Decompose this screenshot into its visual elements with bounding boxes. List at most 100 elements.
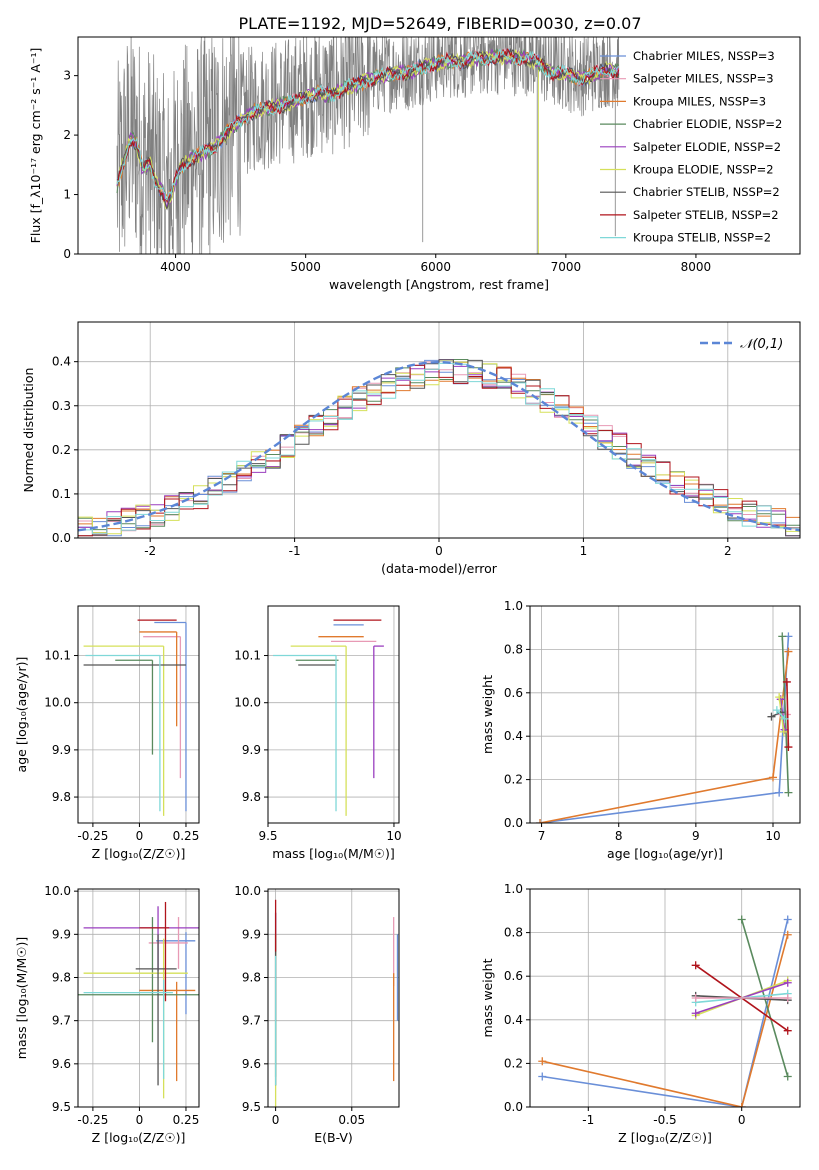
y-tick-label: 9.9: [242, 927, 261, 941]
x-tick-label: 0.25: [173, 1113, 200, 1127]
y-tick-label: 0.6: [504, 686, 523, 700]
legend-label: Salpeter ELODIE, NSSP=2: [633, 140, 781, 154]
y-tick-label: 9.6: [52, 1057, 71, 1071]
y-tick-label: 0.2: [504, 1056, 523, 1070]
age_vs_mass-plot-area: [273, 619, 384, 816]
x-tick-label: -2: [144, 544, 156, 558]
y-tick-label: 10.0: [44, 884, 71, 898]
residual-histogram: [78, 364, 800, 537]
y-tick-label: 9.9: [52, 743, 71, 757]
x-tick-label: 0.05: [338, 1113, 365, 1127]
x-tick-label: 1: [580, 544, 588, 558]
point-marker: [780, 714, 789, 723]
point-marker: [783, 1026, 792, 1035]
age_vs_mass-axes: 9.5 10 9.8 9.9 10.0 10.1 mass [log₁₀(M/M☉)]: [234, 605, 402, 861]
point-marker: [538, 1057, 547, 1066]
axes-frame: [529, 605, 801, 824]
y-tick-label: 1.0: [504, 599, 523, 613]
axes-frame: [267, 888, 400, 1108]
axes-frame: [77, 605, 200, 824]
point-marker: [783, 994, 792, 1002]
y-axis-label: mass [log₁₀(M/M☉)]: [14, 937, 29, 1059]
y-tick-label: 0.4: [52, 355, 71, 369]
point-marker: [691, 1009, 700, 1018]
x-tick-label: 9.5: [258, 829, 277, 843]
point-marker: [536, 819, 545, 823]
x-tick-label: 0: [136, 829, 144, 843]
mass_vs_Z-plot-area: [78, 901, 199, 1099]
y-tick-label: 3: [63, 69, 71, 83]
y-tick-label: 9.5: [52, 1100, 71, 1114]
x-axis-label: age [log₁₀(age/yr)]: [607, 846, 723, 861]
point-marker: [772, 706, 781, 715]
model-line: [116, 48, 620, 208]
x-tick-label: 4000: [160, 260, 191, 274]
y-tick-label: 9.7: [242, 1014, 261, 1028]
mass_weight_vs_Z-plot-area: [538, 915, 792, 1107]
x-tick-label: 9: [692, 829, 700, 843]
x-tick-label: 2: [724, 544, 732, 558]
y-tick-label: 1: [63, 188, 71, 202]
mass-weight-line: [776, 709, 786, 720]
y-tick-label: 10.0: [234, 884, 261, 898]
model-line: [116, 48, 620, 201]
y-tick-label: 0.2: [504, 773, 523, 787]
y-tick-label: 0.0: [52, 531, 71, 545]
y-axis-label: Flux [f_λ10⁻¹⁷ erg cm⁻² s⁻¹ A⁻¹]: [28, 48, 43, 244]
legend-label: Kroupa ELODIE, NSSP=2: [633, 163, 774, 177]
legend-label: Salpeter MILES, NSSP=3: [633, 72, 774, 86]
y-tick-label: 0.4: [504, 729, 523, 743]
figure-title: PLATE=1192, MJD=52649, FIBERID=0030, z=0…: [238, 14, 641, 33]
legend-label: Chabrier STELIB, NSSP=2: [633, 185, 780, 199]
x-tick-label: 10: [386, 829, 401, 843]
x-tick-label: 10: [765, 829, 780, 843]
x-tick-label: 0.25: [173, 829, 200, 843]
y-tick-label: 9.9: [52, 927, 71, 941]
x-tick-label: 7000: [551, 260, 582, 274]
y-tick-label: 10.0: [234, 696, 261, 710]
age_vs_Z-plot-area: [83, 619, 187, 816]
y-tick-label: 1.0: [504, 882, 523, 896]
point-marker: [783, 1072, 792, 1081]
mass_weight_vs_age-axes: 7 8 9 10 0.0 0.2 0.4 0.6 0.8 1.0 age [log₁₀(age/yr…: [480, 599, 801, 861]
y-tick-label: 0.8: [504, 926, 523, 940]
y-tick-label: 9.8: [52, 970, 71, 984]
point-marker: [691, 994, 700, 1002]
x-tick-label: 0: [272, 1113, 280, 1127]
x-axis-label: Z [log₁₀(Z/Z☉)]: [618, 1130, 712, 1145]
mass-weight-line: [779, 699, 786, 730]
point-marker: [784, 647, 793, 656]
x-tick-label: 8000: [681, 260, 712, 274]
y-tick-label: 9.8: [242, 790, 261, 804]
y-tick-label: 0.4: [504, 1013, 523, 1027]
x-axis-label: (data-model)/error: [381, 561, 498, 576]
x-tick-label: 5000: [290, 260, 321, 274]
legend-label: 𝒩(0,1): [740, 337, 783, 352]
y-tick-label: 9.8: [242, 970, 261, 984]
legend-label: Chabrier ELODIE, NSSP=2: [633, 117, 782, 131]
x-tick-label: 7: [538, 829, 546, 843]
y-tick-label: 0.8: [504, 642, 523, 656]
point-marker: [767, 712, 776, 721]
point-marker: [769, 773, 777, 782]
x-axis-label: Z [log₁₀(Z/Z☉)]: [92, 846, 186, 861]
x-tick-label: -0.25: [77, 829, 108, 843]
x-tick-label: -0.25: [77, 1113, 108, 1127]
point-marker: [782, 677, 791, 686]
spectrum-data-line: [116, 37, 620, 254]
point-marker: [778, 632, 787, 641]
x-tick-label: 0: [738, 1113, 746, 1127]
mass-weight-line: [539, 651, 790, 823]
x-tick-label: -0.5: [653, 1113, 676, 1127]
residuals-plot-area: [78, 359, 800, 537]
x-tick-label: -1: [582, 1113, 594, 1127]
x-axis-label: mass [log₁₀(M/M☉)]: [272, 846, 394, 861]
y-tick-label: 10.0: [44, 696, 71, 710]
y-tick-label: 10.1: [44, 649, 71, 663]
mass_vs_ebv-axes: 0 0.05 9.5 9.6 9.7 9.8 9.9 10.0 E(B-V): [234, 884, 400, 1145]
mass-weight-line: [542, 934, 789, 1107]
x-tick-label: 6000: [420, 260, 451, 274]
spectrum-axes: 4000 5000 6000 7000 8000 0 1 2 3 wavelength [Angs…: [28, 36, 801, 292]
x-tick-label: 0: [435, 544, 443, 558]
mass_weight_vs_Z-axes: -1 -0.5 0 0.0 0.2 0.4 0.6 0.8 1.0 Z [log₁₀(Z/Z☉)]…: [480, 882, 801, 1145]
